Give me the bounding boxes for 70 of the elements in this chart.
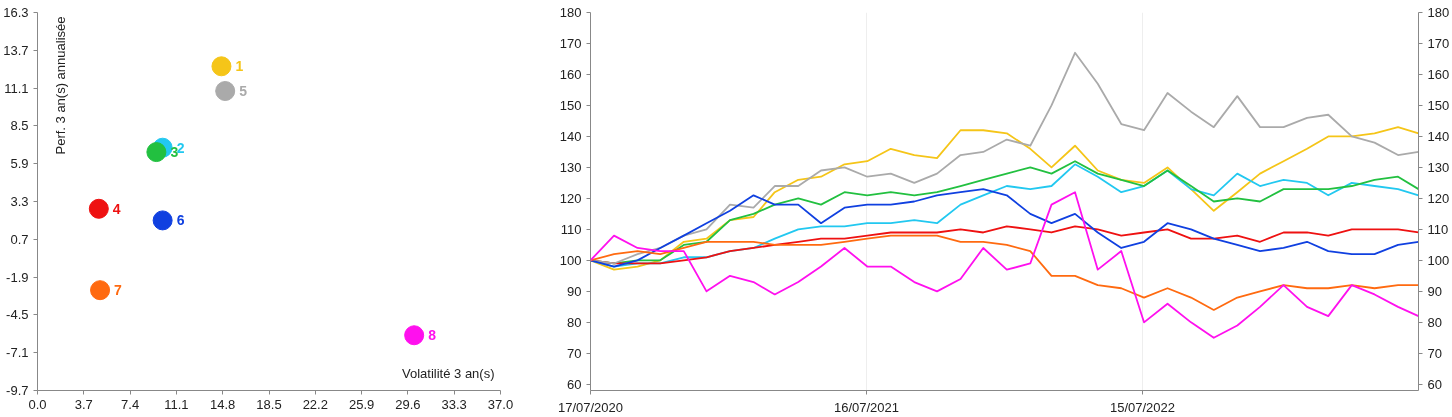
x-tick-label: 17/07/2020 xyxy=(557,399,624,415)
y2-tick-label: 120 xyxy=(1427,190,1450,206)
y-tick-label: 130 xyxy=(559,159,582,175)
x-tick-label: 18.5 xyxy=(256,396,282,412)
series-label: 8 xyxy=(428,327,437,344)
y2-tick-label: 70 xyxy=(1427,345,1442,361)
y2-tick-label: 100 xyxy=(1427,252,1450,268)
series-label: 5 xyxy=(239,83,248,100)
y-tick-label: 120 xyxy=(559,190,582,206)
y-tick-label: 60 xyxy=(567,376,582,392)
y-tick-label: -7.1 xyxy=(6,345,29,361)
x-tick-label: 33.3 xyxy=(441,396,467,412)
y2-tick-label: 180 xyxy=(1427,5,1450,20)
series-label: 4 xyxy=(112,200,121,217)
series-label: 6 xyxy=(176,212,185,229)
x-tick-label: 11.1 xyxy=(164,396,189,412)
y2-tick-label: 80 xyxy=(1427,314,1442,330)
point xyxy=(404,325,425,346)
y-tick-label: 13.7 xyxy=(3,42,29,58)
y-tick-label: 150 xyxy=(559,97,582,113)
x-tick-label: 25.9 xyxy=(348,396,375,412)
x-tick-label: 0.0 xyxy=(28,396,47,412)
point xyxy=(152,210,173,231)
y-tick-label: -1.9 xyxy=(6,269,29,285)
y2-tick-label: 160 xyxy=(1427,66,1450,82)
y-tick-label: -9.7 xyxy=(6,383,29,398)
series-label: 7 xyxy=(114,282,123,299)
point xyxy=(211,56,232,77)
y-tick-label: 80 xyxy=(567,314,582,330)
y-tick-label: 100 xyxy=(559,252,582,268)
y2-tick-label: 110 xyxy=(1427,221,1449,237)
y-axis-title: Perf. 3 an(s) annualisée xyxy=(52,16,68,155)
x-tick-label: 29.6 xyxy=(395,396,421,412)
y-tick-label: 16.3 xyxy=(3,5,29,20)
y-tick-label: -4.5 xyxy=(6,307,29,323)
line-series xyxy=(590,126,1419,271)
y-tick-label: 11.1 xyxy=(4,80,29,96)
y2-tick-label: 140 xyxy=(1427,128,1450,144)
y-tick-label: 110 xyxy=(560,221,582,237)
x-tick-label: 37.0 xyxy=(487,396,514,412)
y2-tick-label: 170 xyxy=(1427,35,1450,51)
line-series xyxy=(590,188,1419,268)
y-tick-label: 0.7 xyxy=(10,231,29,247)
y-tick-label: 8.5 xyxy=(10,118,29,134)
y-tick-label: 70 xyxy=(567,345,582,361)
series-label: 1 xyxy=(235,58,244,75)
line-series xyxy=(590,191,1419,339)
x-tick-label: 14.8 xyxy=(210,396,236,412)
x-tick-label: 22.2 xyxy=(302,396,328,412)
y-tick-label: 160 xyxy=(559,66,582,82)
y2-tick-label: 130 xyxy=(1427,159,1450,175)
y2-tick-label: 60 xyxy=(1427,376,1442,392)
point xyxy=(215,81,236,101)
y2-tick-label: 90 xyxy=(1427,283,1442,299)
y-tick-label: 170 xyxy=(559,35,582,51)
y-tick-label: 180 xyxy=(559,5,582,20)
y-tick-label: 140 xyxy=(559,128,582,144)
y-tick-label: 5.9 xyxy=(10,156,29,172)
point xyxy=(90,280,111,301)
y-tick-label: 3.3 xyxy=(10,194,29,209)
x-tick-label: 7.4 xyxy=(121,396,140,412)
x-tick-label: 16/07/2021 xyxy=(833,399,900,415)
point xyxy=(88,198,109,219)
x-tick-label: 15/07/2022 xyxy=(1109,399,1176,415)
point xyxy=(146,142,167,163)
x-tick-label: 3.7 xyxy=(74,396,93,412)
y-tick-label: 90 xyxy=(567,283,582,299)
x-axis-title: Volatilité 3 an(s) xyxy=(402,365,495,381)
line-series xyxy=(590,234,1419,311)
y2-tick-label: 150 xyxy=(1427,97,1450,113)
